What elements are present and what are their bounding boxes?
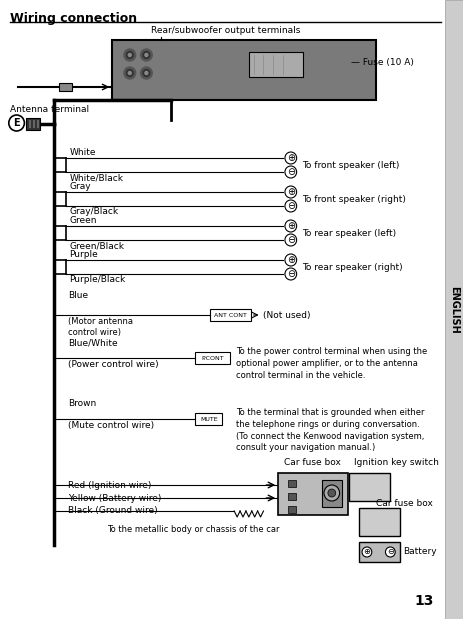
Text: Green: Green <box>69 216 97 225</box>
Text: ⊕: ⊕ <box>287 221 295 231</box>
Text: Car fuse box: Car fuse box <box>284 458 341 467</box>
Circle shape <box>140 67 152 79</box>
Circle shape <box>285 220 297 232</box>
Text: ⊖: ⊖ <box>287 269 295 279</box>
Text: To the terminal that is grounded when either
the telephone rings or during conve: To the terminal that is grounded when ei… <box>236 408 425 452</box>
Text: ⊕: ⊕ <box>364 547 370 556</box>
Circle shape <box>143 51 150 59</box>
Text: — Fuse (10 A): — Fuse (10 A) <box>351 58 414 66</box>
Text: Brown: Brown <box>68 399 97 408</box>
Bar <box>37 120 39 128</box>
Text: E: E <box>13 118 20 128</box>
Circle shape <box>124 49 136 61</box>
Text: Blue/White: Blue/White <box>68 338 118 347</box>
Circle shape <box>143 69 150 77</box>
Circle shape <box>128 53 131 56</box>
Circle shape <box>285 186 297 198</box>
Circle shape <box>328 489 336 497</box>
Text: Rear/subwoofer output terminals: Rear/subwoofer output terminals <box>151 26 301 35</box>
Circle shape <box>285 152 297 164</box>
Bar <box>27 118 40 130</box>
Bar <box>59 83 72 91</box>
Text: Car fuse box: Car fuse box <box>376 499 433 508</box>
Circle shape <box>285 166 297 178</box>
Text: White/Black: White/Black <box>69 173 123 182</box>
Text: P.CONT: P.CONT <box>201 355 224 360</box>
Circle shape <box>9 115 24 131</box>
Circle shape <box>285 234 297 246</box>
Text: (Mute control wire): (Mute control wire) <box>68 421 155 430</box>
Bar <box>195 413 222 425</box>
Text: ⊕: ⊕ <box>287 153 295 163</box>
Circle shape <box>124 67 136 79</box>
Circle shape <box>285 268 297 280</box>
Text: Gray: Gray <box>69 182 91 191</box>
Text: ⊖: ⊖ <box>287 201 295 211</box>
Bar <box>322 480 342 507</box>
Text: ANT CONT: ANT CONT <box>214 313 247 318</box>
Text: Battery: Battery <box>403 547 437 556</box>
Bar <box>33 120 35 128</box>
Circle shape <box>285 254 297 266</box>
Bar <box>288 506 296 513</box>
Text: Green/Black: Green/Black <box>69 241 124 250</box>
Text: Black (Ground wire): Black (Ground wire) <box>68 506 158 516</box>
Text: (Not used): (Not used) <box>264 311 311 319</box>
Bar <box>445 0 463 619</box>
Text: Blue: Blue <box>68 291 89 300</box>
Text: ⊕: ⊕ <box>287 187 295 197</box>
Text: ⊖: ⊖ <box>287 235 295 245</box>
Bar <box>288 480 296 487</box>
Circle shape <box>385 547 395 557</box>
Bar <box>349 473 390 501</box>
Circle shape <box>127 69 133 77</box>
Text: ACC: ACC <box>288 480 304 490</box>
Text: 13: 13 <box>415 594 434 608</box>
Circle shape <box>285 200 297 212</box>
Text: To rear speaker (left): To rear speaker (left) <box>302 228 397 238</box>
Bar <box>278 473 348 515</box>
Circle shape <box>362 547 372 557</box>
Circle shape <box>145 72 148 74</box>
Text: To the metallic body or chassis of the car: To the metallic body or chassis of the c… <box>107 525 280 534</box>
Bar <box>195 352 230 364</box>
Text: To rear speaker (right): To rear speaker (right) <box>302 262 403 272</box>
Text: To front speaker (right): To front speaker (right) <box>302 194 406 204</box>
Text: Purple/Black: Purple/Black <box>69 275 126 284</box>
Circle shape <box>128 72 131 74</box>
Bar <box>29 120 31 128</box>
Text: (Motor antenna
control wire): (Motor antenna control wire) <box>68 317 133 337</box>
Text: Gray/Black: Gray/Black <box>69 207 118 216</box>
Bar <box>210 309 251 321</box>
Text: Ignition key switch: Ignition key switch <box>354 458 439 467</box>
Text: MUTE: MUTE <box>200 417 218 422</box>
Circle shape <box>140 49 152 61</box>
Text: Wiring connection: Wiring connection <box>10 12 137 25</box>
Circle shape <box>145 53 148 56</box>
Bar <box>249 52 302 77</box>
Text: ENGLISH: ENGLISH <box>449 286 459 334</box>
Text: ⊖: ⊖ <box>287 167 295 177</box>
Text: (Power control wire): (Power control wire) <box>68 360 159 369</box>
Text: ⊕: ⊕ <box>287 255 295 265</box>
Text: To the power control terminal when using the
optional power amplifier, or to the: To the power control terminal when using… <box>236 347 428 379</box>
Text: Yellow (Battery wire): Yellow (Battery wire) <box>68 493 162 503</box>
Circle shape <box>324 485 339 501</box>
Text: To front speaker (left): To front speaker (left) <box>302 160 400 170</box>
Bar <box>288 493 296 500</box>
Text: Antenna terminal: Antenna terminal <box>10 105 89 114</box>
Circle shape <box>127 51 133 59</box>
Text: Red (Ignition wire): Red (Ignition wire) <box>68 480 152 490</box>
Bar <box>359 508 400 536</box>
Text: White: White <box>69 148 96 157</box>
Text: ⊖: ⊖ <box>387 547 394 556</box>
Text: Purple: Purple <box>69 250 98 259</box>
Bar <box>359 542 400 562</box>
Bar <box>112 40 376 100</box>
